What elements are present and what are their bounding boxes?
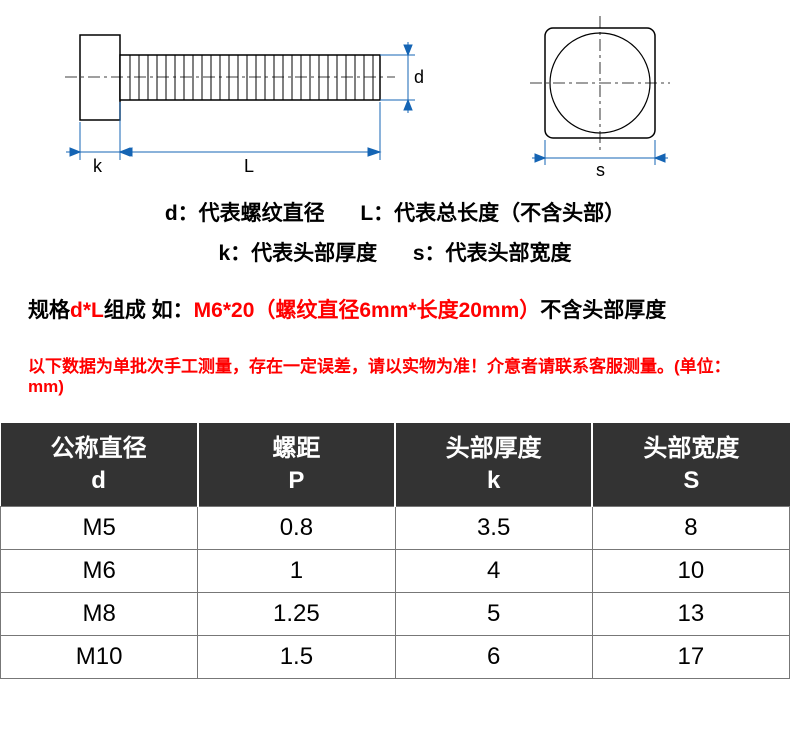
bolt-top-view: s (530, 16, 670, 180)
spec-dL: d*L (70, 299, 104, 322)
spec-prefix: 规格 (28, 299, 70, 322)
dimension-legend: d：代表螺纹直径 L：代表总长度（不含头部） k：代表头部厚度 s：代表头部宽度 (0, 190, 790, 288)
legend-d: d：代表螺纹直径 (165, 202, 325, 225)
dim-d-label: d (414, 67, 424, 87)
th-S: 头部宽度S (592, 423, 789, 506)
spec-suffix: 不含头部厚度 (540, 299, 666, 322)
table-row: M5 0.8 3.5 8 (1, 506, 790, 549)
spec-mid: 组成 如： (104, 299, 194, 322)
table-row: M10 1.5 6 17 (1, 635, 790, 678)
th-d: 公称直径d (1, 423, 198, 506)
table-header-row: 公称直径d 螺距P 头部厚度k 头部宽度S (1, 423, 790, 506)
table-row: M8 1.25 5 13 (1, 592, 790, 635)
measurement-notice: 以下数据为单批次手工测量，存在一定误差，请以实物为准！介意者请联系客服测量。(单… (0, 338, 790, 423)
dim-k-label: k (93, 156, 103, 176)
dim-L-label: L (244, 156, 254, 176)
th-k: 头部厚度k (395, 423, 592, 506)
th-P: 螺距P (198, 423, 395, 506)
legend-k: k：代表头部厚度 (218, 242, 377, 265)
spec-table: 公称直径d 螺距P 头部厚度k 头部宽度S M5 0.8 3.5 8 M6 1 … (0, 423, 790, 679)
legend-s: s：代表头部宽度 (413, 242, 572, 265)
spec-format-line: 规格d*L组成 如：M6*20（螺纹直径6mm*长度20mm）不含头部厚度 (0, 288, 790, 338)
legend-L: L：代表总长度（不含头部） (360, 202, 625, 225)
dim-s-label: s (596, 160, 605, 180)
table-row: M6 1 4 10 (1, 549, 790, 592)
spec-example: M6*20（螺纹直径6mm*长度20mm） (194, 299, 541, 322)
bolt-diagram: d k L (0, 0, 790, 190)
bolt-side-view: d k L (65, 35, 424, 176)
